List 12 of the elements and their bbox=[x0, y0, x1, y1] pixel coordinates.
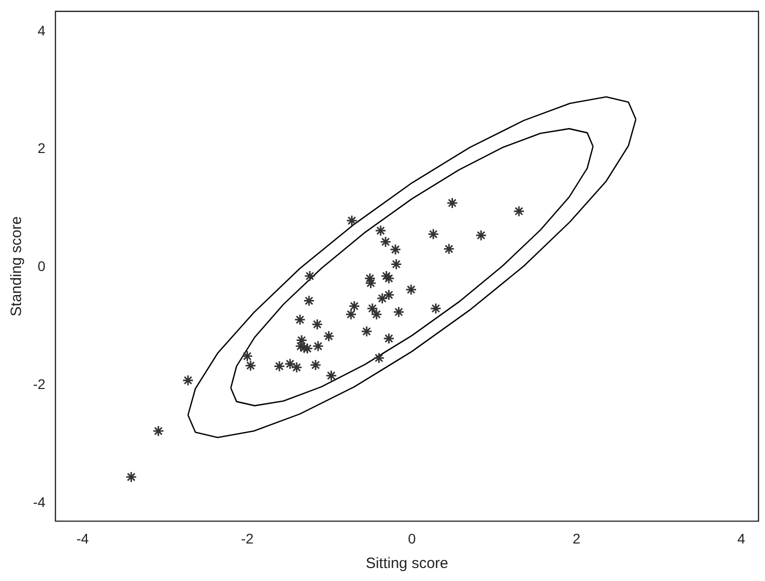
x-tick-label: 2 bbox=[572, 530, 581, 546]
y-axis-title: Standing score bbox=[8, 216, 26, 316]
y-tick-label: 4 bbox=[38, 22, 46, 38]
y-tick-label: -4 bbox=[32, 494, 46, 510]
y-tick-label: -2 bbox=[32, 376, 46, 392]
x-tick-label: 0 bbox=[408, 530, 416, 546]
y-tick-label: 2 bbox=[38, 140, 46, 156]
x-tick-label: -4 bbox=[76, 530, 90, 546]
y-tick-label: 0 bbox=[38, 258, 46, 274]
x-axis-title: Sitting score bbox=[366, 555, 448, 572]
x-tick-label: -2 bbox=[241, 530, 254, 546]
x-tick-label: 4 bbox=[737, 530, 746, 546]
